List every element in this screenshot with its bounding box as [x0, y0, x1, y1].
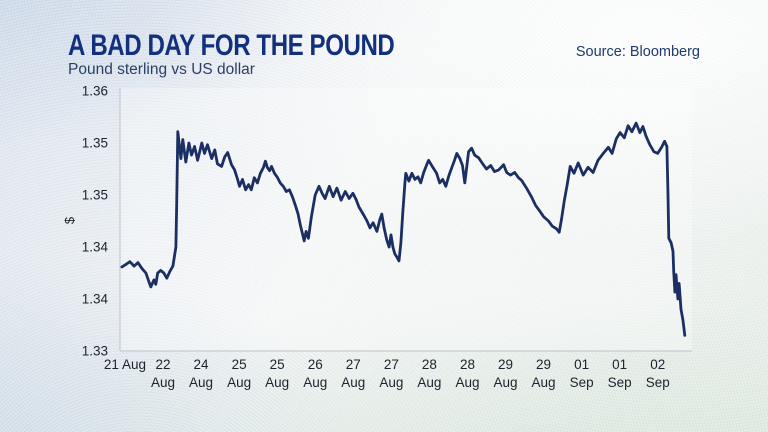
- x-tick-label: 29: [536, 357, 551, 372]
- y-tick-label: 1.35: [82, 136, 108, 151]
- y-tick-label: 1.36: [82, 84, 108, 99]
- x-tick-label: Aug: [417, 375, 441, 390]
- source-credit: Source: Bloomberg: [575, 44, 700, 60]
- x-tick-label: Sep: [570, 375, 594, 390]
- x-tick-label: Sep: [646, 375, 670, 390]
- x-tick-label: Aug: [265, 375, 289, 390]
- plot-area: [120, 88, 692, 351]
- x-tick-label: 01: [612, 357, 627, 372]
- chart-subtitle: Pound sterling vs US dollar: [68, 61, 255, 78]
- x-tick-label: 01: [574, 357, 589, 372]
- x-tick-label: Aug: [379, 375, 403, 390]
- x-tick-label: 25: [232, 357, 247, 372]
- y-tick-label: 1.33: [82, 344, 108, 359]
- x-tick-label: Aug: [341, 375, 365, 390]
- x-tick-label: 28: [422, 357, 437, 372]
- x-tick-label: 28: [460, 357, 475, 372]
- price-line: [120, 121, 687, 337]
- x-tick-label: 22: [155, 357, 170, 372]
- chart-title: A BAD DAY FOR THE POUND: [68, 29, 395, 62]
- x-tick-label: 27: [384, 357, 399, 372]
- y-tick-label: 1.34: [82, 240, 109, 255]
- y-tick-label: 1.34: [82, 292, 109, 307]
- x-tick-label: 25: [270, 357, 285, 372]
- x-tick-label: 26: [308, 357, 323, 372]
- x-tick-label: 24: [194, 357, 210, 372]
- x-tick-label: Aug: [189, 375, 213, 390]
- x-tick-label: Aug: [455, 375, 479, 390]
- x-tick-label: Aug: [532, 375, 556, 390]
- x-tick-label: Aug: [494, 375, 518, 390]
- x-tick-label: 29: [498, 357, 513, 372]
- x-tick-label: Sep: [608, 375, 632, 390]
- x-tick-label: Aug: [303, 375, 327, 390]
- x-tick-label: Aug: [151, 375, 175, 390]
- y-tick-label: 1.35: [82, 188, 108, 203]
- x-tick-label: 02: [650, 357, 665, 372]
- x-tick-label: 27: [346, 357, 361, 372]
- x-tick-label: 21 Aug: [104, 357, 146, 372]
- x-tick-label: Aug: [227, 375, 251, 390]
